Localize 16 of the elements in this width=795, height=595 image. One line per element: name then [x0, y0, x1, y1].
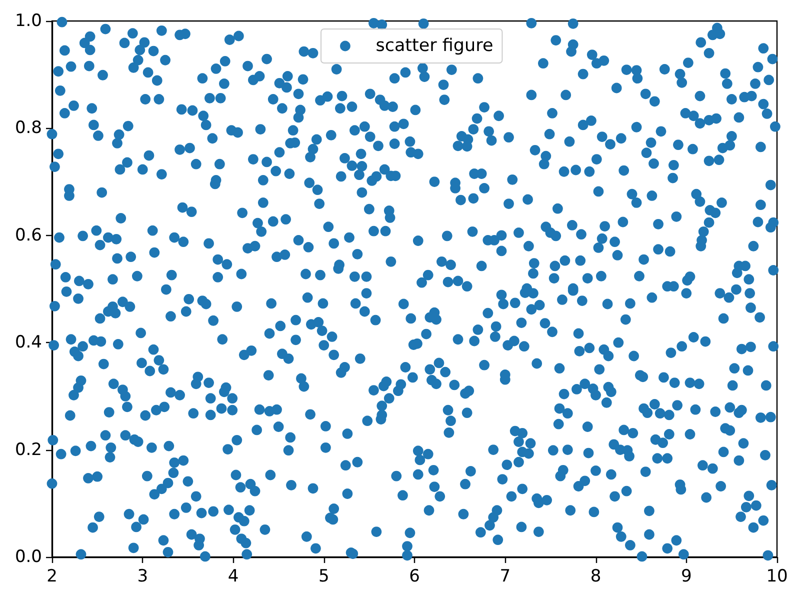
legend-label: scatter figure [376, 36, 494, 56]
x-tick-label: 2 [46, 566, 58, 586]
y-tick-label: 0.4 [14, 332, 42, 353]
x-tick-label: 8 [590, 566, 602, 586]
x-tick-label: 6 [409, 566, 420, 586]
x-tick-label: 10 [766, 566, 788, 586]
y-tick-label: 0.8 [14, 118, 42, 138]
x-tick-label: 5 [318, 566, 330, 586]
x-tick-label: 3 [137, 566, 148, 586]
y-tick-label: 0.2 [14, 440, 42, 460]
y-tick-label: 1.0 [14, 11, 42, 31]
x-tick-label: 4 [228, 566, 239, 586]
x-tick-label: 9 [680, 566, 692, 586]
x-tick-label: 7 [500, 566, 511, 586]
y-tick-label: 0.6 [14, 225, 42, 246]
y-tick-label: 0.0 [14, 547, 42, 567]
